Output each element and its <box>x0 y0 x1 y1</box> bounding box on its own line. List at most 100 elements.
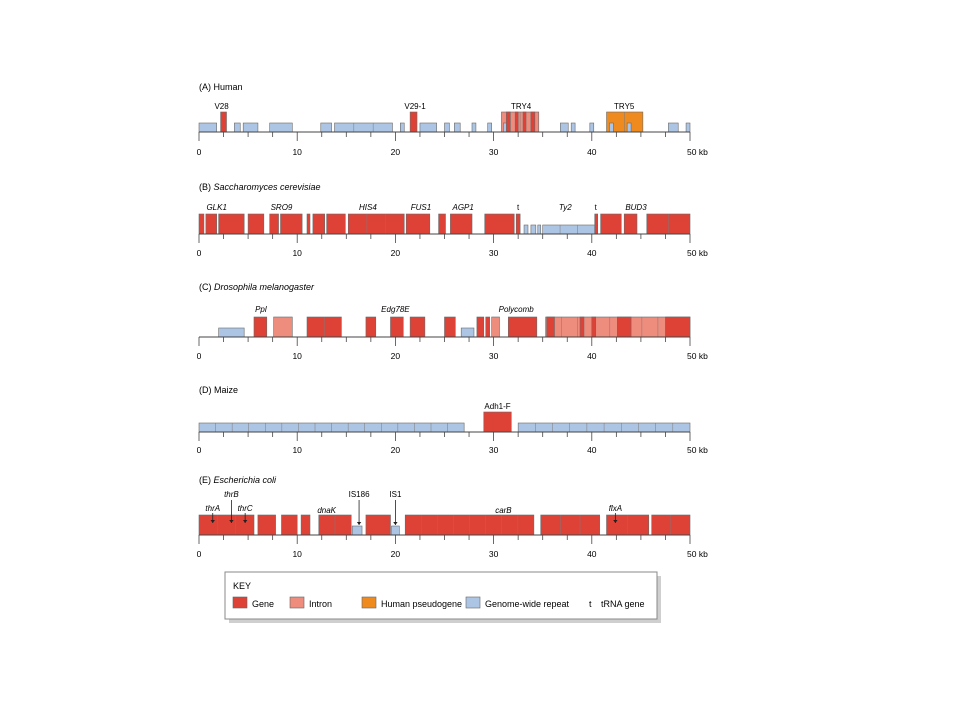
tick-label: 30 <box>489 248 499 258</box>
gene-block <box>365 514 391 536</box>
tick-label: 10 <box>292 147 302 157</box>
panel-title-name: Saccharomyces cerevisiae <box>214 182 321 192</box>
gene-block <box>623 213 638 235</box>
intron-block <box>273 316 293 338</box>
panel-title: (E) Escherichia coli <box>199 475 277 485</box>
gene-block <box>546 316 555 338</box>
gene-block <box>269 213 279 235</box>
gene-block <box>218 213 245 235</box>
gene-label: IS186 <box>349 490 370 499</box>
gene-block <box>515 213 521 235</box>
gene-swatch <box>232 596 248 609</box>
gene-label: TRY5 <box>614 102 635 111</box>
tick-label: 10 <box>292 248 302 258</box>
gene-block <box>450 213 473 235</box>
gene-block <box>617 316 632 338</box>
repeat-block <box>454 122 461 133</box>
key-item-label: Intron <box>309 599 332 609</box>
tick-label: 50 kb <box>687 248 708 258</box>
repeat-swatch <box>465 596 481 609</box>
gene-label: dnaK <box>317 506 336 515</box>
gene-label: Ppl <box>255 305 267 314</box>
panel-title: (C) Drosophila melanogaster <box>199 282 315 292</box>
gene-block <box>257 514 276 536</box>
repeat-block <box>537 224 542 235</box>
repeat-block <box>400 122 405 133</box>
panel-title-name: Human <box>214 82 243 92</box>
tick-label: 50 kb <box>687 147 708 157</box>
gene-block <box>405 213 431 235</box>
gene-label: t <box>595 203 598 212</box>
gene-block <box>247 213 265 235</box>
repeat-block <box>542 224 596 235</box>
gene-block <box>483 411 512 433</box>
repeat-block <box>444 122 450 133</box>
gene-block <box>198 213 205 235</box>
gene-label: IS1 <box>389 490 402 499</box>
gene-block <box>300 514 311 536</box>
key-item-label: Gene <box>252 599 274 609</box>
trna-label: tRNA gene <box>601 599 645 609</box>
gene-block <box>280 213 303 235</box>
tick-label: 40 <box>587 351 597 361</box>
tick-label: 50 kb <box>687 351 708 361</box>
tick-label: 20 <box>391 549 401 559</box>
gene-block <box>390 316 404 338</box>
key-item-label: Genome-wide repeat <box>485 599 570 609</box>
intron-block <box>491 316 500 338</box>
gene-label: Polycomb <box>499 305 535 314</box>
gene-label: flxA <box>609 504 622 513</box>
repeat-block <box>523 224 529 235</box>
repeat-block <box>487 122 492 133</box>
repeat-block <box>609 122 614 133</box>
tick-label: 20 <box>391 351 401 361</box>
gene-block <box>600 213 622 235</box>
key-item-label: Human pseudogene <box>381 599 462 609</box>
repeat-block <box>391 525 400 536</box>
repeat-block <box>570 122 576 133</box>
repeat-block <box>685 122 691 133</box>
gene-label: V28 <box>214 102 229 111</box>
gene-label: FUS1 <box>411 203 431 212</box>
panel-title-prefix: (B) <box>199 182 214 192</box>
key-title: KEY <box>233 581 251 591</box>
gene-block <box>347 213 405 235</box>
tick-label: 20 <box>391 248 401 258</box>
pointer-arrow-head <box>229 520 234 523</box>
gene-block <box>665 316 691 338</box>
repeat-block <box>668 122 679 133</box>
gene-block <box>530 111 536 133</box>
gene-block <box>306 213 311 235</box>
gene-block <box>579 316 585 338</box>
tick-label: 40 <box>587 549 597 559</box>
repeat-block <box>269 122 293 133</box>
tick-label: 30 <box>489 147 499 157</box>
trna-symbol: t <box>589 599 592 609</box>
tick-label: 0 <box>197 445 202 455</box>
panel-drosophila: (C) Drosophila melanogaster 0 10 20 30 40 50 k… <box>197 282 708 361</box>
tick-label: 40 <box>587 147 597 157</box>
repeat-block <box>503 122 507 133</box>
gene-block <box>476 316 485 338</box>
repeat-block <box>560 122 569 133</box>
tick-label: 10 <box>292 351 302 361</box>
tick-label: 30 <box>489 445 499 455</box>
repeat-block <box>234 122 241 133</box>
repeat-block <box>320 122 332 133</box>
gene-label: thrA <box>205 504 220 513</box>
gene-label: TRY4 <box>511 102 532 111</box>
panel-title-name: Maize <box>214 385 238 395</box>
gene-label: AGP1 <box>451 203 473 212</box>
key-box <box>224 571 658 620</box>
gene-block <box>484 213 515 235</box>
panel-title-prefix: (A) <box>199 82 214 92</box>
panel-title-prefix: (E) <box>199 475 214 485</box>
panel-title-name: Escherichia coli <box>214 475 278 485</box>
gene-label: Edg78E <box>381 305 410 314</box>
gene-block <box>326 213 346 235</box>
tick-label: 10 <box>292 549 302 559</box>
panel-ecoli: (E) Escherichia coli 0 10 20 30 40 50 kb thrA th… <box>197 475 708 559</box>
gene-label: carB <box>495 506 512 515</box>
